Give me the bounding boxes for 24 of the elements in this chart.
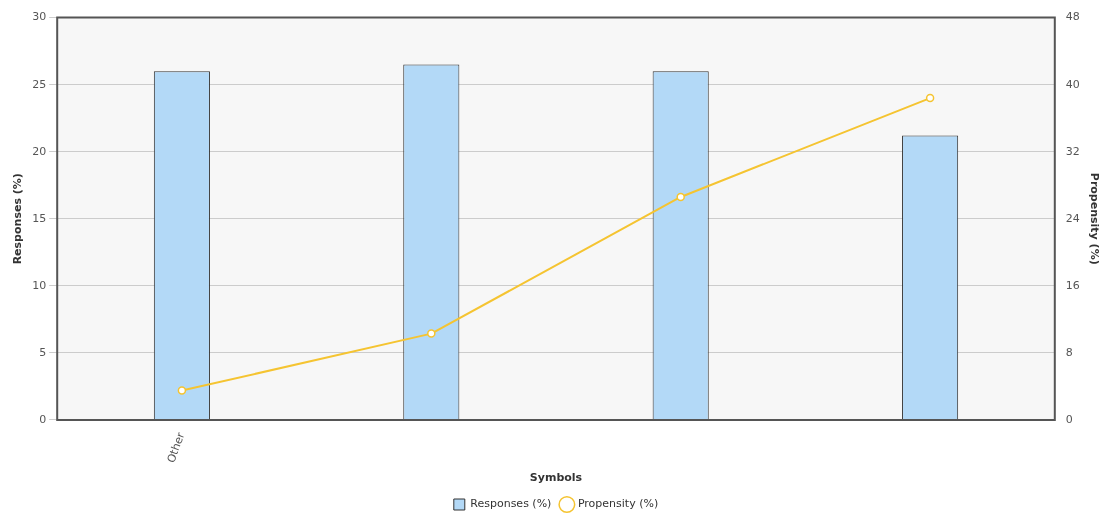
point xyxy=(925,93,935,103)
y2-tick-label: 0 xyxy=(1065,412,1073,426)
y2-tick-label: 16 xyxy=(1065,278,1080,292)
y-tick-label: 20 xyxy=(32,144,47,158)
y-tick-label: 30 xyxy=(32,10,47,24)
legend-label: Propensity (%) xyxy=(577,497,659,511)
y-tick-label: 0 xyxy=(39,412,47,426)
x-tick-label: Other xyxy=(164,430,188,465)
y2-tick-label: 48 xyxy=(1065,10,1080,24)
y2-tick-label: 8 xyxy=(1065,345,1073,359)
y-tick-label: 25 xyxy=(32,77,47,91)
point xyxy=(676,192,685,202)
y2-tick-label: 24 xyxy=(1065,211,1080,225)
point xyxy=(427,329,436,338)
y2-axis-title: Propensity (%) xyxy=(1087,172,1101,265)
point xyxy=(177,386,187,395)
y-tick-label: 10 xyxy=(32,278,47,292)
legend-label: Responses (%) xyxy=(470,497,552,511)
y-tick-label: 5 xyxy=(39,345,47,359)
x-axis-title: Symbols xyxy=(529,471,583,485)
y2-tick-label: 32 xyxy=(1065,144,1080,158)
y-axis-title: Responses (%) xyxy=(11,173,25,265)
y2-tick-label: 40 xyxy=(1065,77,1080,91)
y-tick-label: 15 xyxy=(32,211,47,225)
